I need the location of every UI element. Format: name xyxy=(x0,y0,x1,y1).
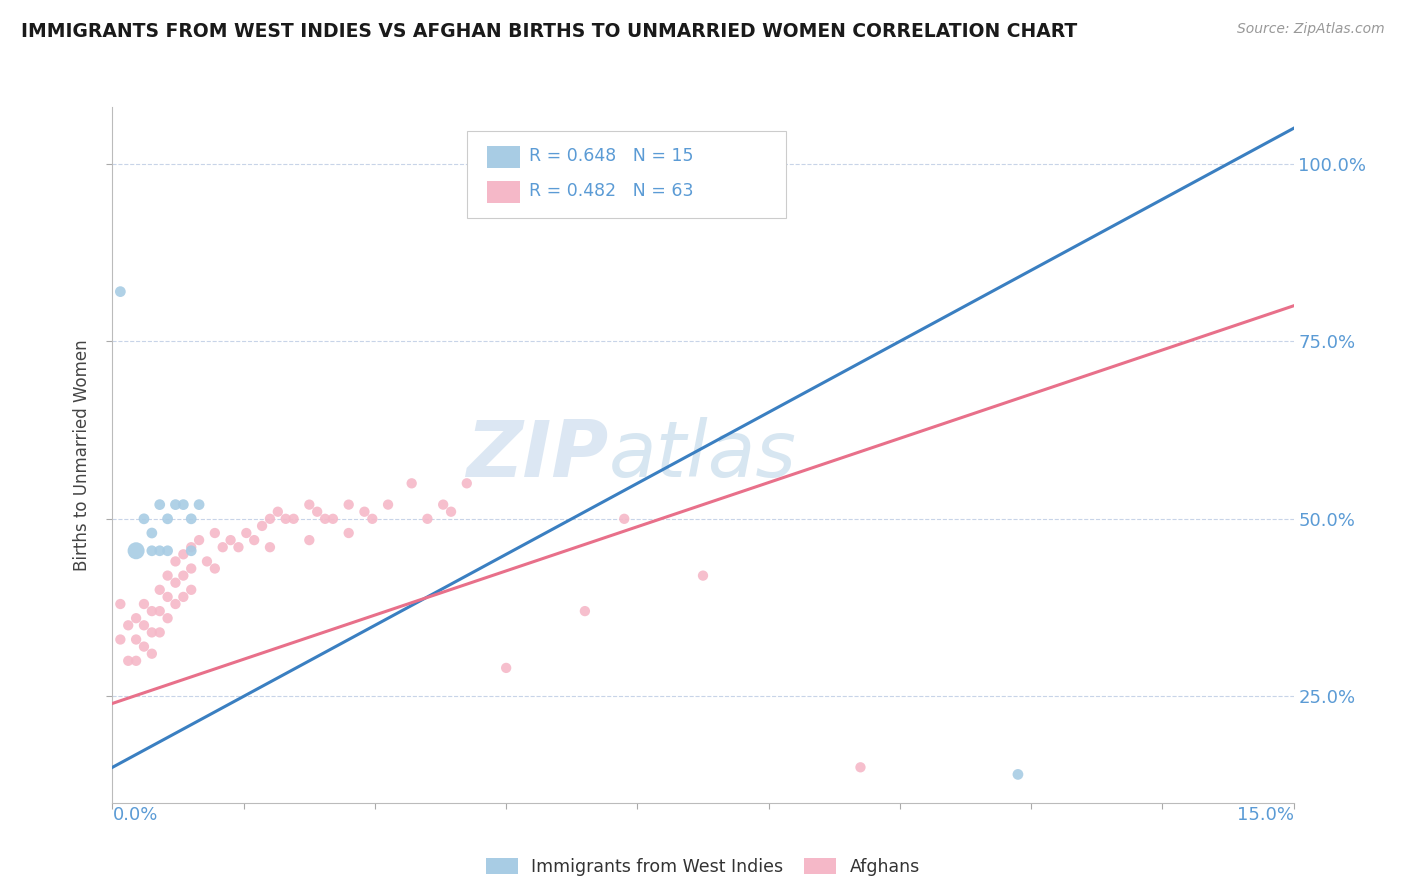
Point xyxy=(283,512,305,526)
Point xyxy=(132,640,155,654)
Point xyxy=(180,512,202,526)
Point xyxy=(149,582,172,597)
Point xyxy=(219,533,242,548)
Point xyxy=(188,498,211,512)
Point xyxy=(180,543,202,558)
Point xyxy=(110,285,132,299)
Point xyxy=(361,512,384,526)
FancyBboxPatch shape xyxy=(486,146,520,169)
Point xyxy=(495,661,517,675)
Point xyxy=(204,561,226,575)
Point xyxy=(165,597,187,611)
FancyBboxPatch shape xyxy=(467,131,786,219)
Text: 15.0%: 15.0% xyxy=(1236,806,1294,824)
Point xyxy=(416,512,439,526)
Y-axis label: Births to Unmarried Women: Births to Unmarried Women xyxy=(73,339,91,571)
Point xyxy=(117,618,139,632)
Point xyxy=(195,554,218,568)
Point xyxy=(141,625,163,640)
Point xyxy=(156,611,179,625)
Point xyxy=(149,498,172,512)
Point xyxy=(125,611,148,625)
Point xyxy=(432,498,454,512)
Point xyxy=(259,512,281,526)
Point xyxy=(692,568,714,582)
Point xyxy=(165,498,187,512)
Text: R = 0.482   N = 63: R = 0.482 N = 63 xyxy=(530,182,695,200)
Text: atlas: atlas xyxy=(609,417,796,493)
Point xyxy=(110,597,132,611)
Text: 0.0%: 0.0% xyxy=(112,806,157,824)
Point xyxy=(298,533,321,548)
Point xyxy=(156,512,179,526)
Point xyxy=(180,582,202,597)
Point xyxy=(172,547,194,561)
Point xyxy=(1007,767,1029,781)
Point xyxy=(125,632,148,647)
Point xyxy=(172,498,194,512)
Point xyxy=(172,568,194,582)
Point xyxy=(377,498,399,512)
Point xyxy=(211,540,233,554)
Point xyxy=(322,512,344,526)
Point xyxy=(149,625,172,640)
Legend: Immigrants from West Indies, Afghans: Immigrants from West Indies, Afghans xyxy=(479,851,927,883)
Point xyxy=(314,512,336,526)
Text: R = 0.648   N = 15: R = 0.648 N = 15 xyxy=(530,147,695,165)
Point xyxy=(117,654,139,668)
Point xyxy=(613,512,636,526)
Text: IMMIGRANTS FROM WEST INDIES VS AFGHAN BIRTHS TO UNMARRIED WOMEN CORRELATION CHAR: IMMIGRANTS FROM WEST INDIES VS AFGHAN BI… xyxy=(21,22,1077,41)
Point xyxy=(141,526,163,541)
Point xyxy=(440,505,463,519)
Point xyxy=(149,604,172,618)
Point xyxy=(125,654,148,668)
Point xyxy=(274,512,297,526)
Point xyxy=(243,533,266,548)
Point xyxy=(250,519,273,533)
Point xyxy=(235,526,257,541)
Point xyxy=(204,526,226,541)
Point xyxy=(132,618,155,632)
Point xyxy=(307,505,329,519)
Point xyxy=(298,498,321,512)
Point xyxy=(259,540,281,554)
Point xyxy=(267,505,290,519)
Point xyxy=(156,590,179,604)
Point xyxy=(188,533,211,548)
Point xyxy=(456,476,478,491)
Point xyxy=(132,512,155,526)
Text: Source: ZipAtlas.com: Source: ZipAtlas.com xyxy=(1237,22,1385,37)
Point xyxy=(165,554,187,568)
Point xyxy=(337,526,360,541)
Point xyxy=(353,505,375,519)
Point xyxy=(574,604,596,618)
Point xyxy=(401,476,423,491)
Point xyxy=(228,540,250,554)
Point xyxy=(156,568,179,582)
Point xyxy=(149,543,172,558)
Text: ZIP: ZIP xyxy=(467,417,609,493)
Point xyxy=(141,604,163,618)
Point xyxy=(849,760,872,774)
Point xyxy=(172,590,194,604)
Point xyxy=(156,543,179,558)
FancyBboxPatch shape xyxy=(486,181,520,203)
Point xyxy=(110,632,132,647)
Point xyxy=(132,597,155,611)
Point xyxy=(141,543,163,558)
Point xyxy=(180,540,202,554)
Point xyxy=(180,561,202,575)
Point xyxy=(125,543,148,558)
Point xyxy=(141,647,163,661)
Point xyxy=(337,498,360,512)
Point xyxy=(165,575,187,590)
